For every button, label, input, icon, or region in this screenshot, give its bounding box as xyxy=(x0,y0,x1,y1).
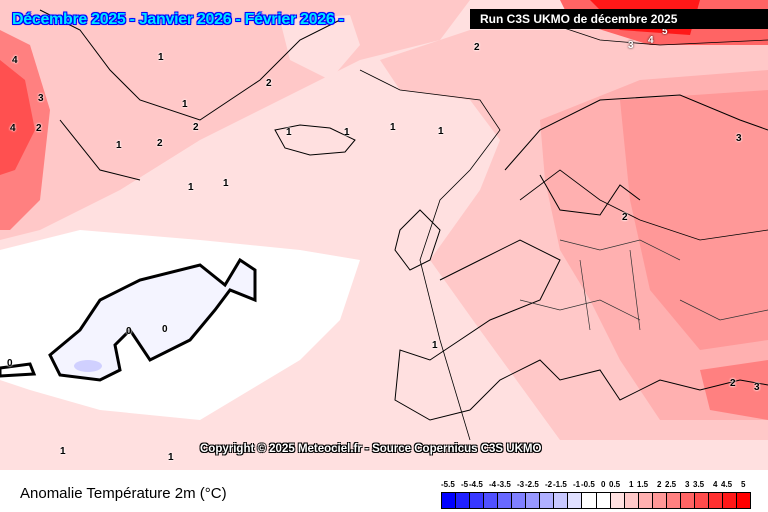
legend-label: -2 xyxy=(545,480,553,489)
legend-swatch xyxy=(666,493,681,508)
anomaly-zone-russia xyxy=(620,90,768,350)
anomaly-zone-greenland-sea xyxy=(0,0,470,240)
contour-label: 0 xyxy=(7,358,13,369)
legend-label: 2.5 xyxy=(665,480,677,489)
run-label: Run C3S UKMO de décembre 2025 xyxy=(470,9,768,29)
copyright: Copyright © 2025 Meteociel.fr - Source C… xyxy=(200,443,542,455)
anomaly-zone-midlat-pale xyxy=(280,15,360,80)
legend-swatch xyxy=(470,493,485,508)
legend-label: 0.5 xyxy=(609,480,621,489)
legend-swatch xyxy=(568,493,583,508)
contour-1 xyxy=(359,69,501,441)
contour-3 xyxy=(539,19,768,46)
contour-label: 1 xyxy=(390,122,396,133)
legend-label: -5.5 xyxy=(441,480,455,489)
legend-label: 0 xyxy=(601,480,606,489)
contour-label: 2 xyxy=(622,212,628,223)
legend-label: 1.5 xyxy=(637,480,649,489)
zero-contour xyxy=(48,257,257,382)
legend-swatch xyxy=(638,493,653,508)
zero-contour-small xyxy=(0,362,37,378)
legend-swatch xyxy=(540,493,555,508)
contour-2 xyxy=(519,169,768,241)
contour-label: 1 xyxy=(182,99,188,110)
anomaly-zone-turkey xyxy=(700,360,768,420)
contour-label: 0 xyxy=(126,326,132,337)
contour-label: 3 xyxy=(736,133,742,144)
legend-swatch xyxy=(694,493,709,508)
legend-swatch xyxy=(582,493,597,508)
contour-label: 2 xyxy=(730,378,736,389)
legend-label: -4.5 xyxy=(469,480,483,489)
legend-swatch xyxy=(526,493,541,508)
contour-label: 0 xyxy=(162,324,168,335)
contour-label: 2 xyxy=(36,123,42,134)
contour-label: 1 xyxy=(432,340,438,351)
legend-label: -0.5 xyxy=(581,480,595,489)
anomaly-zone-iceland-pale xyxy=(400,90,495,170)
greenland-coast xyxy=(39,9,341,181)
color-legend: -5.5 -5 -4.5 -4 -3.5 -3 -2.5 -2 -1.5 -1 -0.5 0 0.5 1 1… xyxy=(441,480,761,509)
contour-label: 1 xyxy=(344,127,350,138)
contour-label: 1 xyxy=(188,182,194,193)
contour-label: 2 xyxy=(193,122,199,133)
legend-label: 3 xyxy=(685,480,690,489)
europe-coast xyxy=(394,94,768,421)
anomaly-zone-baffin-core xyxy=(0,60,35,175)
legend-swatch xyxy=(680,493,695,508)
legend-label: 5 xyxy=(741,480,746,489)
cold-pocket xyxy=(74,360,102,372)
contour-label: 3 xyxy=(628,40,634,51)
legend-label: -3.5 xyxy=(497,480,511,489)
legend-swatch xyxy=(722,493,737,508)
iceland-coast xyxy=(274,124,356,156)
legend-swatch xyxy=(624,493,639,508)
contour-label: 4 xyxy=(648,35,654,46)
legend-label: -4 xyxy=(489,480,497,489)
contour-label: 3 xyxy=(754,382,760,393)
contour-label: 2 xyxy=(266,78,272,89)
contour-label: 1 xyxy=(116,140,122,151)
legend-swatch xyxy=(442,493,457,508)
legend-swatch xyxy=(596,493,611,508)
legend-swatch xyxy=(456,493,471,508)
legend-swatch xyxy=(708,493,723,508)
contour-label: 4 xyxy=(10,123,16,134)
contour-label: 3 xyxy=(38,93,44,104)
legend-label: 4.5 xyxy=(721,480,733,489)
map-variable-title: Anomalie Température 2m (°C) xyxy=(20,485,227,502)
legend-swatch xyxy=(512,493,527,508)
contour-label: 1 xyxy=(438,126,444,137)
legend-swatch xyxy=(498,493,513,508)
legend-label: -1 xyxy=(573,480,581,489)
period-title: Décembre 2025 - Janvier 2026 - Février 2… xyxy=(12,11,344,28)
legend-swatch xyxy=(610,493,625,508)
contour-label: 1 xyxy=(60,446,66,457)
contour-label: 5 xyxy=(662,26,668,37)
legend-label: 2 xyxy=(657,480,662,489)
contour-label: 2 xyxy=(474,42,480,53)
contour-label: 2 xyxy=(157,138,163,149)
map-shading xyxy=(0,0,768,441)
legend-swatch xyxy=(652,493,667,508)
legend-labels: -5.5 -5 -4.5 -4 -3.5 -3 -2.5 -2 -1.5 -1 -0.5 0 0.5 1 1… xyxy=(441,480,761,492)
legend-boxes xyxy=(441,492,751,509)
legend-swatch xyxy=(484,493,499,508)
contour-label: 1 xyxy=(223,178,229,189)
legend-label: -1.5 xyxy=(553,480,567,489)
legend-label: -2.5 xyxy=(525,480,539,489)
legend-label: -3 xyxy=(517,480,525,489)
legend-label: 1 xyxy=(629,480,634,489)
legend-label: 4 xyxy=(713,480,718,489)
legend-label: -5 xyxy=(461,480,469,489)
legend-label: 3.5 xyxy=(693,480,705,489)
legend-swatch xyxy=(554,493,569,508)
contour-label: 4 xyxy=(12,55,18,66)
contour-label: 1 xyxy=(158,52,164,63)
anomaly-map: 4 3 4 2 1 1 2 2 2 1 1 1 1 1 1 2 1 3 2 0 … xyxy=(0,0,768,470)
europe-borders xyxy=(519,239,768,331)
contour-label: 1 xyxy=(168,452,174,463)
contour-label: 1 xyxy=(286,127,292,138)
legend-swatch xyxy=(736,493,751,508)
